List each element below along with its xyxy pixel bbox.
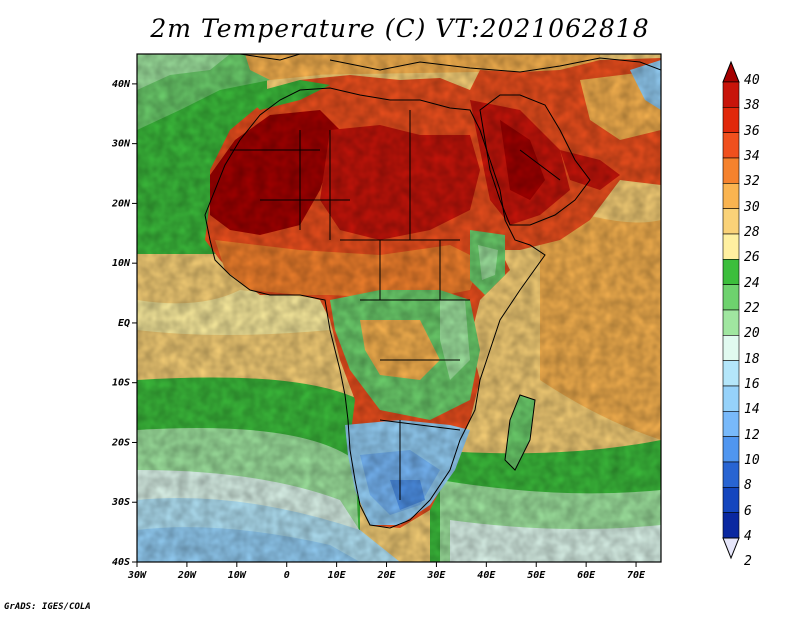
colorbar bbox=[722, 60, 740, 560]
colorbar-segment bbox=[722, 81, 740, 108]
colorbar-label: 24 bbox=[744, 275, 760, 291]
colorbar-segment bbox=[722, 259, 740, 285]
colorbar-segment bbox=[722, 208, 740, 235]
colorbar-segment bbox=[722, 512, 740, 539]
lat-label: 30S bbox=[111, 497, 130, 508]
lat-label: 10S bbox=[112, 378, 130, 389]
colorbar-segment bbox=[722, 411, 740, 437]
colorbar-segment bbox=[722, 385, 740, 412]
colorbar-label: 2 bbox=[744, 554, 752, 570]
colorbar-label: 34 bbox=[744, 149, 760, 164]
lat-label: 40S bbox=[112, 557, 130, 568]
colorbar-segment bbox=[722, 284, 740, 311]
colorbar-segment bbox=[722, 157, 740, 184]
lat-label: 40N bbox=[112, 79, 131, 90]
colorbar-label: 18 bbox=[744, 351, 760, 367]
colorbar-segment bbox=[722, 233, 740, 260]
colorbar-label: 16 bbox=[744, 377, 760, 392]
axis-ticks: 30W 20W 10W 0 10E 20E 30E 40E 50E 60E 70E 40N 30N 20N… bbox=[111, 79, 646, 581]
colorbar-segment bbox=[722, 335, 740, 361]
colorbar-label: 30 bbox=[744, 199, 760, 215]
colorbar-label: 8 bbox=[744, 478, 752, 494]
lon-label: 40E bbox=[477, 570, 496, 581]
lon-label: 60E bbox=[577, 570, 596, 581]
colorbar-label: 40 bbox=[744, 73, 760, 88]
lon-label: 0 bbox=[284, 570, 290, 581]
lon-label: 50E bbox=[527, 570, 546, 581]
colorbar-label: 22 bbox=[744, 301, 760, 316]
colorbar-label: 12 bbox=[744, 427, 760, 443]
colorbar-label: 4 bbox=[744, 529, 752, 544]
colorbar-segment bbox=[722, 132, 740, 159]
map-title: 2m Temperature (C) VT:2021062818 bbox=[150, 14, 650, 43]
colorbar-segment bbox=[722, 436, 740, 463]
colorbar-label: 26 bbox=[744, 250, 760, 266]
lat-label: 20N bbox=[111, 198, 131, 209]
lon-label: 10W bbox=[228, 570, 247, 581]
colorbar-min-triangle bbox=[722, 537, 740, 560]
colorbar-label: 10 bbox=[744, 453, 760, 468]
lat-label: 10N bbox=[112, 258, 131, 269]
colorbar-segment bbox=[722, 309, 740, 336]
colorbar-label: 36 bbox=[744, 123, 760, 139]
credit-text: GrADS: IGES/COLA bbox=[4, 602, 91, 612]
map-frame bbox=[136, 53, 662, 563]
lat-label: EQ bbox=[118, 318, 130, 329]
lon-label: 30E bbox=[426, 570, 446, 581]
colorbar-label: 28 bbox=[744, 225, 760, 240]
lon-label: 10E bbox=[328, 570, 347, 581]
colorbar-label: 32 bbox=[744, 174, 760, 190]
lat-label: 20S bbox=[111, 437, 130, 448]
coastline-borders bbox=[204, 54, 661, 529]
colorbar-label: 14 bbox=[744, 402, 760, 418]
colorbar-segment bbox=[722, 461, 740, 488]
colorbar-segment bbox=[722, 360, 740, 387]
lon-label: 70E bbox=[627, 570, 646, 581]
lat-label: 30N bbox=[111, 139, 131, 150]
colorbar-label: 38 bbox=[744, 98, 760, 114]
lon-label: 20W bbox=[177, 570, 197, 581]
colorbar-segment bbox=[722, 107, 740, 133]
colorbar-label: 6 bbox=[744, 503, 752, 519]
colorbar-label: 20 bbox=[744, 326, 760, 342]
lon-label: 20E bbox=[376, 570, 396, 581]
colorbar-segment bbox=[722, 487, 740, 513]
lon-label: 30W bbox=[127, 570, 147, 581]
temperature-field bbox=[137, 54, 661, 562]
colorbar-segment bbox=[722, 183, 740, 209]
colorbar-max-triangle bbox=[722, 60, 740, 83]
